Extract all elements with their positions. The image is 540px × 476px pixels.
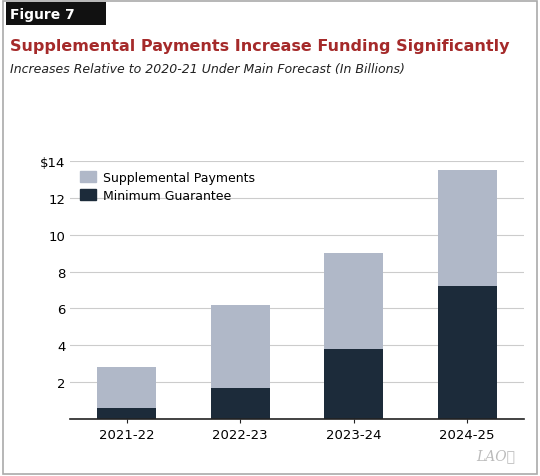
- Bar: [324, 349, 383, 419]
- Bar: [437, 171, 497, 287]
- Bar: [437, 287, 497, 419]
- Bar: [97, 367, 157, 408]
- Bar: [211, 305, 270, 388]
- Bar: [97, 408, 157, 419]
- Bar: [211, 388, 270, 419]
- Text: Increases Relative to 2020-21 Under Main Forecast (In Billions): Increases Relative to 2020-21 Under Main…: [10, 63, 404, 76]
- Bar: [324, 254, 383, 349]
- Text: Supplemental Payments Increase Funding Significantly: Supplemental Payments Increase Funding S…: [10, 39, 509, 54]
- Text: LAO♖: LAO♖: [476, 448, 515, 463]
- Legend: Supplemental Payments, Minimum Guarantee: Supplemental Payments, Minimum Guarantee: [77, 168, 259, 206]
- Text: Figure 7: Figure 7: [10, 8, 75, 22]
